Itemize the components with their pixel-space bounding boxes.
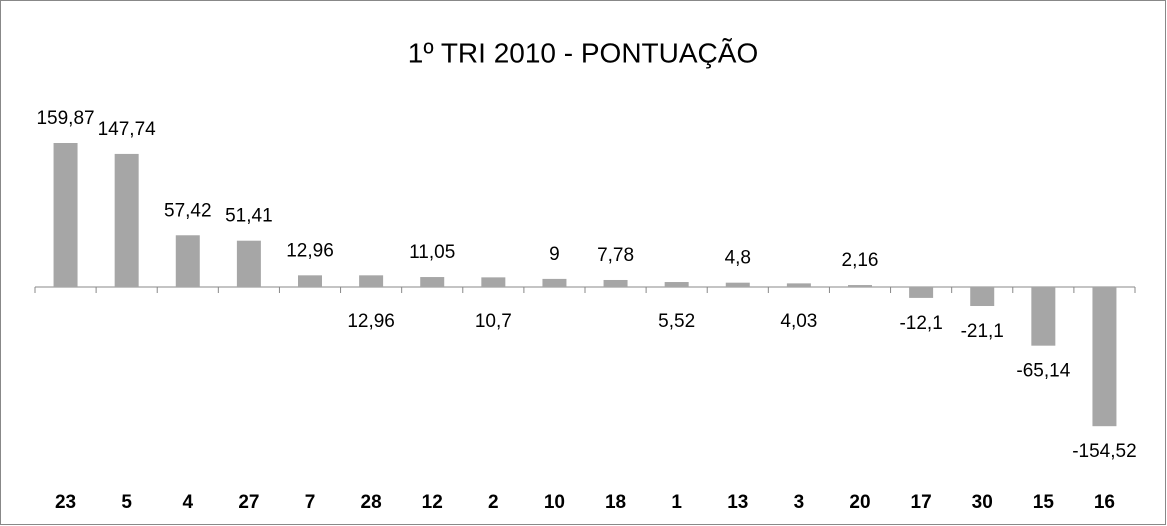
x-tick-label: 17 — [911, 492, 932, 513]
bar — [970, 287, 995, 307]
bar — [542, 278, 567, 287]
bar — [848, 285, 872, 287]
value-label: 9 — [549, 244, 560, 265]
x-tick-label: 15 — [1033, 492, 1055, 513]
x-tick-label: 20 — [849, 492, 870, 513]
bar — [420, 277, 445, 287]
value-label: -154,52 — [1072, 441, 1136, 462]
value-label: 4,8 — [725, 248, 751, 269]
value-label: 12,96 — [347, 311, 395, 332]
bar — [1031, 287, 1056, 346]
x-tick-label: 30 — [972, 492, 993, 513]
value-label: 12,96 — [286, 240, 334, 261]
bar — [236, 240, 261, 287]
value-label: -65,14 — [1016, 361, 1070, 382]
x-tick-label: 3 — [794, 492, 805, 513]
x-tick-label: 27 — [238, 492, 259, 513]
value-label: -12,1 — [899, 313, 942, 334]
bar — [1092, 287, 1117, 427]
value-label: 11,05 — [409, 242, 455, 263]
bar — [53, 143, 78, 287]
x-tick-label: 4 — [182, 492, 193, 513]
value-label: 2,16 — [842, 250, 879, 271]
value-label: 159,87 — [36, 108, 94, 129]
value-label: 7,78 — [597, 245, 634, 266]
x-tick-label: 1 — [671, 492, 682, 513]
x-tick-label: 16 — [1094, 492, 1115, 513]
value-label: 10,7 — [475, 311, 512, 332]
bar — [114, 153, 139, 287]
x-tick-label: 28 — [361, 492, 382, 513]
bar — [359, 275, 384, 287]
chart-title: 1º TRI 2010 - PONTUAÇÃO — [408, 37, 758, 68]
x-tick-label: 10 — [544, 492, 565, 513]
bar — [175, 235, 200, 287]
value-label: 5,52 — [658, 311, 695, 332]
x-tick-label: 2 — [488, 492, 499, 513]
x-tick-label: 23 — [55, 492, 76, 513]
value-label: 57,42 — [164, 200, 212, 221]
x-tick-label: 12 — [422, 492, 443, 513]
bar — [603, 279, 628, 287]
bar — [298, 275, 322, 287]
x-tick-label: 13 — [727, 492, 748, 513]
value-label: 51,41 — [225, 206, 273, 227]
bar — [481, 277, 506, 287]
bar — [786, 283, 811, 287]
x-tick-label: 18 — [605, 492, 626, 513]
x-tick-label: 5 — [121, 492, 132, 513]
x-tick-label: 7 — [305, 492, 316, 513]
bar — [909, 287, 934, 298]
bar — [664, 282, 689, 287]
value-label: -21,1 — [961, 321, 1004, 342]
value-label: 147,74 — [98, 119, 157, 140]
value-label: 4,03 — [780, 311, 817, 332]
bar — [725, 282, 750, 287]
